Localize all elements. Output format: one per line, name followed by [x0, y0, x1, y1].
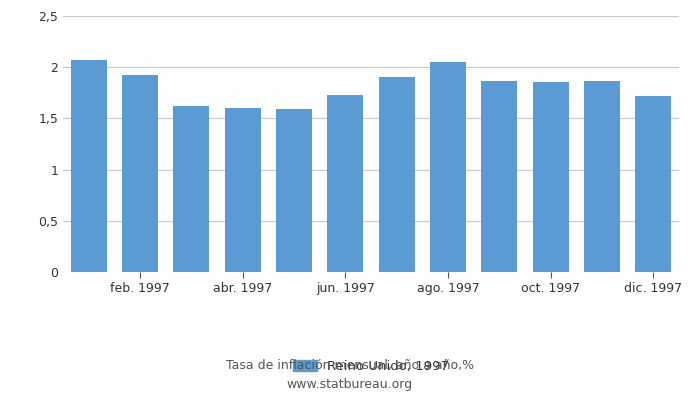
- Text: Tasa de inflación mensual, año a año,%: Tasa de inflación mensual, año a año,%: [226, 360, 474, 372]
- Bar: [225, 108, 260, 272]
- Bar: [71, 60, 106, 272]
- Bar: [276, 109, 312, 272]
- Bar: [636, 96, 671, 272]
- Bar: [174, 106, 209, 272]
- Bar: [430, 62, 466, 272]
- Text: www.statbureau.org: www.statbureau.org: [287, 378, 413, 391]
- Bar: [533, 82, 568, 272]
- Legend: Reino Unido, 1997: Reino Unido, 1997: [293, 360, 449, 373]
- Bar: [328, 95, 363, 272]
- Bar: [379, 78, 414, 272]
- Bar: [584, 80, 620, 272]
- Bar: [122, 75, 158, 272]
- Bar: [482, 80, 517, 272]
